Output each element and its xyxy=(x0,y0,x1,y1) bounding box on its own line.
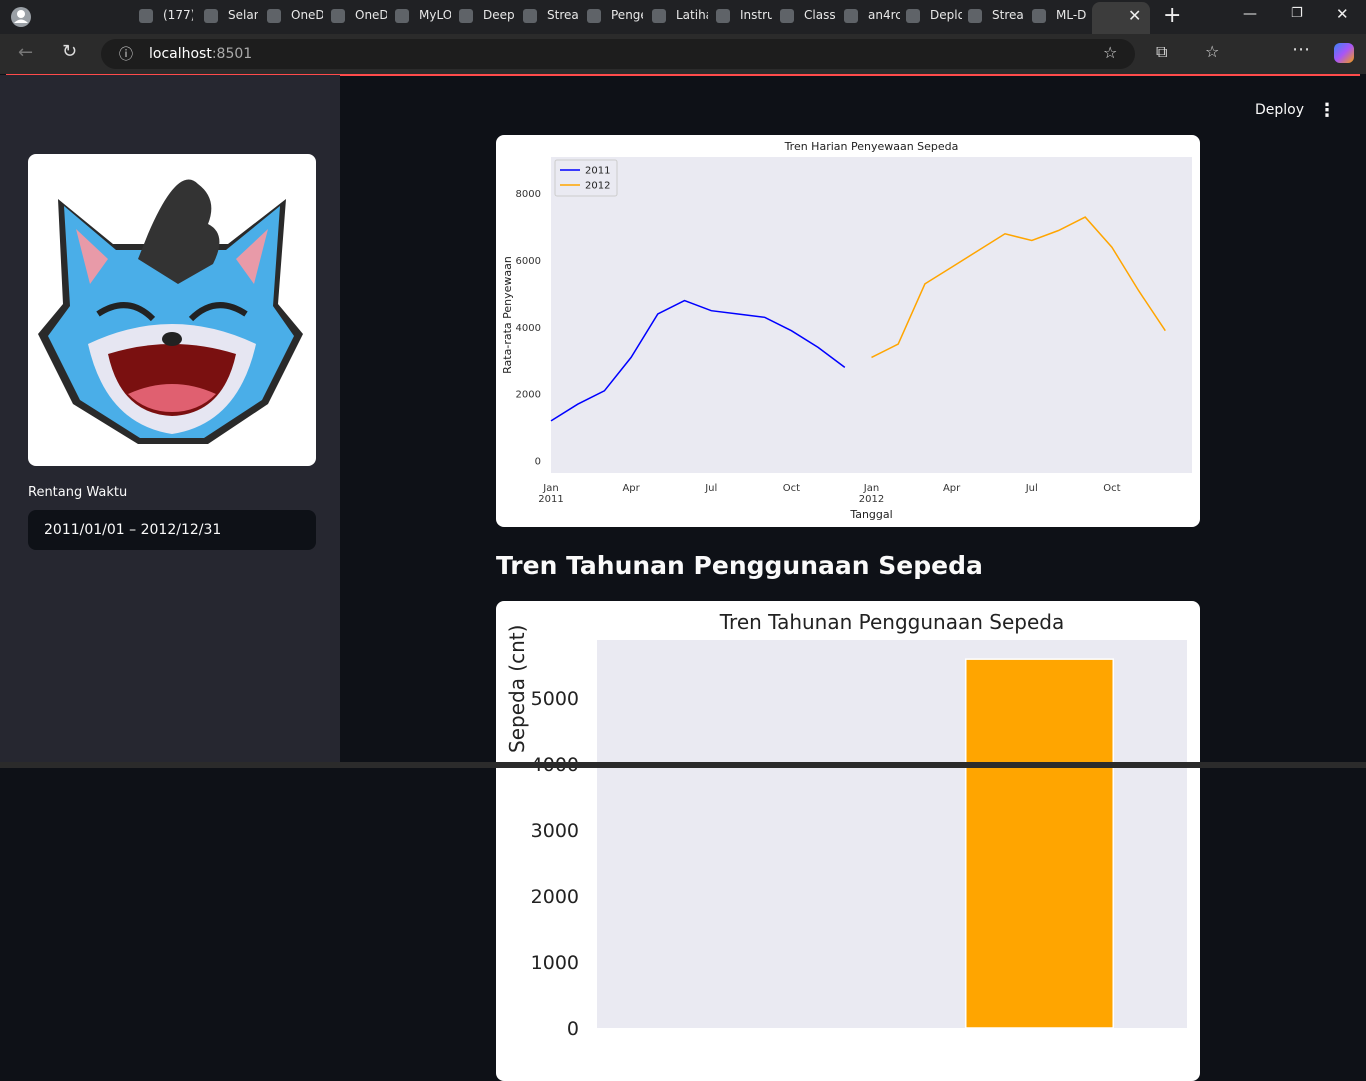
copilot[interactable] xyxy=(1334,43,1354,63)
tab-title[interactable]: Latiha xyxy=(676,8,708,22)
x-tick-label: Jul xyxy=(705,483,718,494)
tab-icon xyxy=(331,9,345,23)
legend-label: 2011 xyxy=(585,166,610,177)
tab-icon xyxy=(523,9,537,23)
address-bar[interactable]: ⓘ localhost:8501 ☆ xyxy=(101,39,1135,69)
bar-chart: Tren Tahunan Penggunaan Sepeda Sepeda (cn… xyxy=(505,610,1187,1040)
chart-title: Tren Tahunan Penggunaan Sepeda xyxy=(719,610,1064,634)
favorites[interactable]: ☆ xyxy=(1205,42,1220,61)
reload[interactable]: ↻ xyxy=(62,41,78,62)
url-host: localhost xyxy=(149,46,212,62)
sidebar: Rentang Waktu 2011/01/01 – 2012/12/31 xyxy=(0,75,340,768)
tab-icon xyxy=(844,9,858,23)
close-window[interactable]: ✕ xyxy=(1336,5,1349,23)
y-axis-label: Sepeda (cnt) xyxy=(505,625,529,753)
line-series xyxy=(871,216,1166,359)
maximize[interactable]: ❐ xyxy=(1291,6,1303,21)
tab-icon xyxy=(780,9,794,23)
bar xyxy=(965,658,1114,1029)
line-chart: Tren Harian Penyewaan Sepeda Tanggal Rata-… xyxy=(501,140,1192,521)
tab-title[interactable]: MyLO xyxy=(419,8,451,22)
line-series xyxy=(550,299,846,422)
y-tick-label: 4000 xyxy=(516,323,541,334)
tab-title[interactable]: ML-D xyxy=(1056,8,1086,22)
extensions[interactable]: ⧉ xyxy=(1156,42,1168,61)
x-tick-label: Jul xyxy=(1025,483,1038,494)
tab-title[interactable]: Deep xyxy=(483,8,515,22)
tab-strip: (177) Selam OneD OneD MyLO Deep Strean Penge Lat… xyxy=(0,0,1366,34)
y-tick-label: 1000 xyxy=(531,952,579,974)
date-input[interactable]: 2011/01/01 – 2012/12/31 xyxy=(28,510,316,550)
date-range: 2011/01/01 – 2012/12/31 xyxy=(44,522,222,538)
deploy-button[interactable]: Deploy xyxy=(1255,102,1305,118)
y-tick-label: 3000 xyxy=(531,820,579,842)
y-tick-label: 2000 xyxy=(516,390,541,401)
x-tick-label: Apr xyxy=(622,483,640,494)
tab-icon xyxy=(906,9,920,23)
tab-icon xyxy=(587,9,601,23)
accent-line xyxy=(6,74,1360,76)
date-label: Rentang Waktu xyxy=(28,485,128,500)
tab-title[interactable]: OneD xyxy=(291,8,323,22)
x-tick-label: Oct xyxy=(1103,483,1121,494)
main-menu[interactable]: ⋮ xyxy=(1318,100,1336,121)
tab-title[interactable]: Penge xyxy=(611,8,643,22)
chart-title: Tren Harian Penyewaan Sepeda xyxy=(784,140,959,153)
x-axis-label: Tanggal xyxy=(849,508,892,521)
tab-title[interactable]: Deplo xyxy=(930,8,962,22)
bookmark[interactable]: ☆ xyxy=(1103,43,1118,62)
new-tab[interactable]: + xyxy=(1163,3,1182,28)
tab-icon xyxy=(395,9,409,23)
scrollbar xyxy=(0,762,1366,768)
bar-chart-card: Tren Tahunan Penggunaan Sepeda Sepeda (cn… xyxy=(496,601,1200,1081)
tab-icon xyxy=(968,9,982,23)
profile-icon[interactable] xyxy=(10,6,34,28)
tab-title[interactable]: OneD xyxy=(355,8,387,22)
x-tick-label: Jan 2012 xyxy=(858,483,885,505)
line-chart-card: Tren Harian Penyewaan Sepeda Tanggal Rata-… xyxy=(496,135,1200,527)
y-tick-label: 0 xyxy=(535,456,541,467)
menu[interactable]: ⋯ xyxy=(1292,39,1310,60)
x-tick-label: Jan 2011 xyxy=(538,483,564,505)
tab-icon xyxy=(204,9,218,23)
tab-icon xyxy=(139,9,153,23)
url: localhost:8501 xyxy=(149,46,252,62)
plot-area xyxy=(551,157,1192,473)
legend-box xyxy=(554,159,618,197)
minimize[interactable]: — xyxy=(1243,6,1257,22)
legend-label: 2012 xyxy=(585,181,610,192)
tab-title[interactable]: (177) xyxy=(163,8,193,22)
tab-icon xyxy=(459,9,473,23)
y-tick-label: 6000 xyxy=(516,256,541,267)
tab-title[interactable]: Strean xyxy=(547,8,579,22)
tab-title[interactable]: Strea xyxy=(992,8,1024,22)
y-tick-label: 2000 xyxy=(531,886,579,908)
x-tick-label: Apr xyxy=(942,483,961,494)
tab-close[interactable]: ✕ xyxy=(1128,6,1142,25)
logo-image xyxy=(28,154,316,466)
y-tick-label: 0 xyxy=(567,1018,579,1040)
tab-icon xyxy=(1032,9,1046,23)
y-axis-label: Rata-rata Penyewaan xyxy=(501,256,514,374)
active-tab[interactable] xyxy=(1092,2,1150,34)
tab-title[interactable]: Class xyxy=(804,8,836,22)
back[interactable]: ← xyxy=(18,42,34,63)
site-info[interactable]: ⓘ xyxy=(119,47,133,63)
tab-title[interactable]: Instru xyxy=(740,8,772,22)
tab-title[interactable]: Selam xyxy=(228,8,258,22)
tab-icon xyxy=(716,9,730,23)
section-heading: Tren Tahunan Penggunaan Sepeda xyxy=(496,551,983,580)
y-tick-label: 5000 xyxy=(531,688,579,710)
tab-icon xyxy=(652,9,666,23)
tab-title[interactable]: an4rc xyxy=(868,8,900,22)
y-tick-label: 8000 xyxy=(516,189,541,200)
url-port: :8501 xyxy=(211,46,253,62)
x-tick-label: Oct xyxy=(782,483,801,494)
tab-icon xyxy=(267,9,281,23)
